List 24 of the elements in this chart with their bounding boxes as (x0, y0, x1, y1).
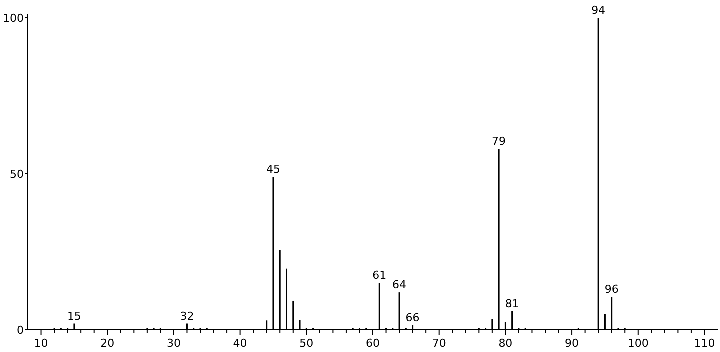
x-tick-label: 50 (300, 337, 314, 350)
annotation: 96 (604, 283, 619, 296)
annotation: 32 (180, 310, 194, 323)
annotation: 61 (372, 269, 387, 282)
x-tick-label: 30 (166, 337, 181, 350)
x-tick-label: 100 (628, 337, 649, 350)
annotation: 45 (266, 163, 280, 176)
annotation: 64 (392, 278, 407, 292)
annotation: 81 (505, 297, 520, 310)
y-tick-label: 100 (3, 12, 24, 25)
annotation: 79 (492, 135, 506, 148)
y-tick-label: 0 (17, 324, 24, 337)
x-tick-label: 40 (233, 337, 248, 350)
annotation: 15 (67, 310, 82, 323)
x-tick-label: 20 (100, 337, 115, 350)
x-tick-label: 60 (366, 337, 380, 350)
annotation: 94 (592, 4, 606, 17)
annotation: 66 (406, 311, 420, 324)
x-tick-label: 70 (432, 337, 446, 350)
x-tick-label: 80 (498, 337, 513, 350)
y-tick-label: 50 (10, 168, 24, 181)
x-tick-label: 110 (694, 337, 716, 350)
x-tick-label: 90 (565, 337, 580, 350)
x-tick-label: 10 (34, 337, 48, 350)
